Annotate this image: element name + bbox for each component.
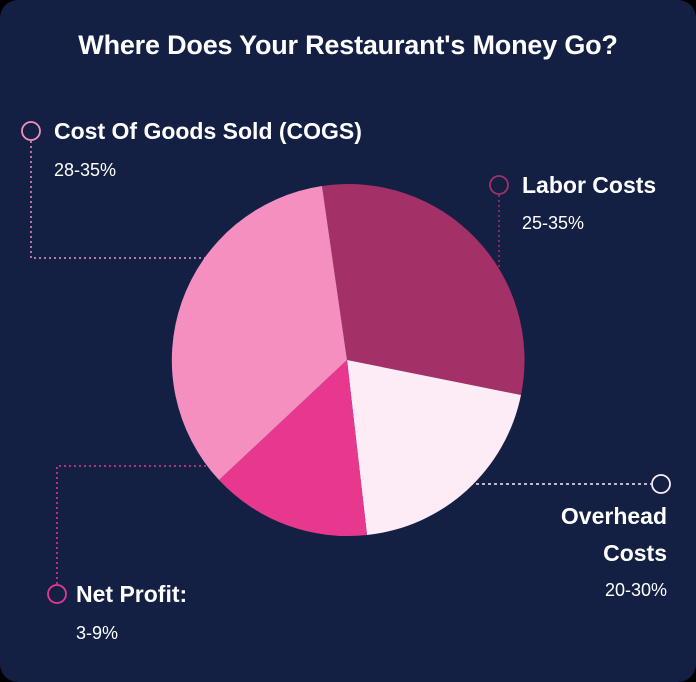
- labor-value: 25-35%: [522, 213, 585, 233]
- net-profit-marker-icon: [47, 584, 67, 604]
- cogs-label: Cost Of Goods Sold (COGS): [54, 118, 362, 144]
- net-profit-value: 3-9%: [76, 623, 119, 643]
- net-profit-leader-line: [56, 465, 232, 584]
- net-profit-label: Net Profit:: [76, 581, 188, 607]
- slice-overhead[interactable]: [347, 360, 521, 535]
- chart-title: Where Does Your Restaurant's Money Go?: [78, 30, 618, 60]
- overhead-marker-icon: [651, 474, 671, 494]
- cogs-value: 28-35%: [54, 160, 117, 180]
- slice-net-profit[interactable]: [219, 360, 367, 537]
- labor-marker-icon: [489, 175, 509, 195]
- overhead-value: 20-30%: [604, 580, 667, 600]
- cogs-leader-line: [30, 141, 205, 259]
- slice-labor[interactable]: [322, 183, 525, 395]
- cogs-marker-icon: [21, 121, 41, 141]
- labor-label: Labor Costs: [522, 172, 657, 198]
- slice-cogs[interactable]: [171, 186, 347, 480]
- overhead-label-line1: Overhead: [560, 503, 667, 529]
- overhead-label-line2: Costs: [603, 540, 667, 566]
